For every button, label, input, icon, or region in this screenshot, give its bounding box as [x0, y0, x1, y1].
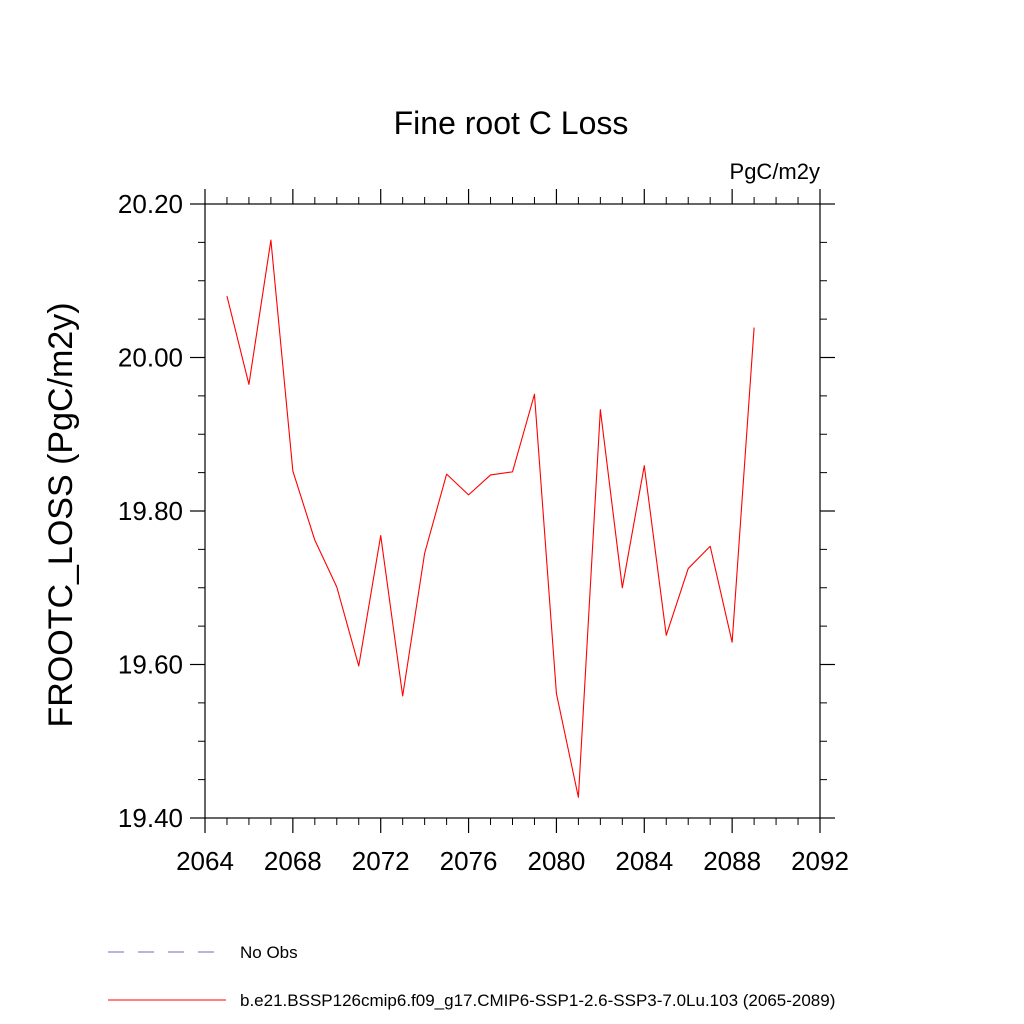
legend-label: No Obs — [240, 943, 298, 962]
x-tick-label: 2088 — [703, 846, 761, 876]
y-tick-label: 19.40 — [118, 803, 183, 833]
x-tick-label: 2068 — [264, 846, 322, 876]
x-tick-label: 2084 — [615, 846, 673, 876]
x-tick-label: 2064 — [176, 846, 234, 876]
x-tick-label: 2092 — [791, 846, 849, 876]
axis-ticks — [190, 189, 835, 833]
legend: No Obs b.e21.BSSP126cmip6.f09_g17.CMIP6-S… — [108, 943, 835, 1010]
plot-frame — [204, 203, 821, 819]
x-tick-label: 2080 — [528, 846, 586, 876]
y-tick-label: 20.00 — [118, 343, 183, 373]
series-line — [226, 239, 755, 798]
legend-label: b.e21.BSSP126cmip6.f09_g17.CMIP6-SSP1-2.… — [240, 991, 835, 1010]
y-tick-label: 19.80 — [118, 496, 183, 526]
y-tick-label: 19.60 — [118, 650, 183, 680]
units-label: PgC/m2y — [730, 159, 820, 184]
y-tick-label: 20.20 — [118, 189, 183, 219]
x-tick-label: 2076 — [440, 846, 498, 876]
x-tick-label: 2072 — [352, 846, 410, 876]
y-axis-label: FROOTC_LOSS (PgC/m2y) — [42, 302, 80, 727]
axis-tick-labels: 2064 2068 2072 2076 2080 2084 2088 2092 19.40 19.… — [118, 189, 849, 876]
series-group — [226, 239, 755, 798]
chart-title: Fine root C Loss — [394, 105, 629, 141]
